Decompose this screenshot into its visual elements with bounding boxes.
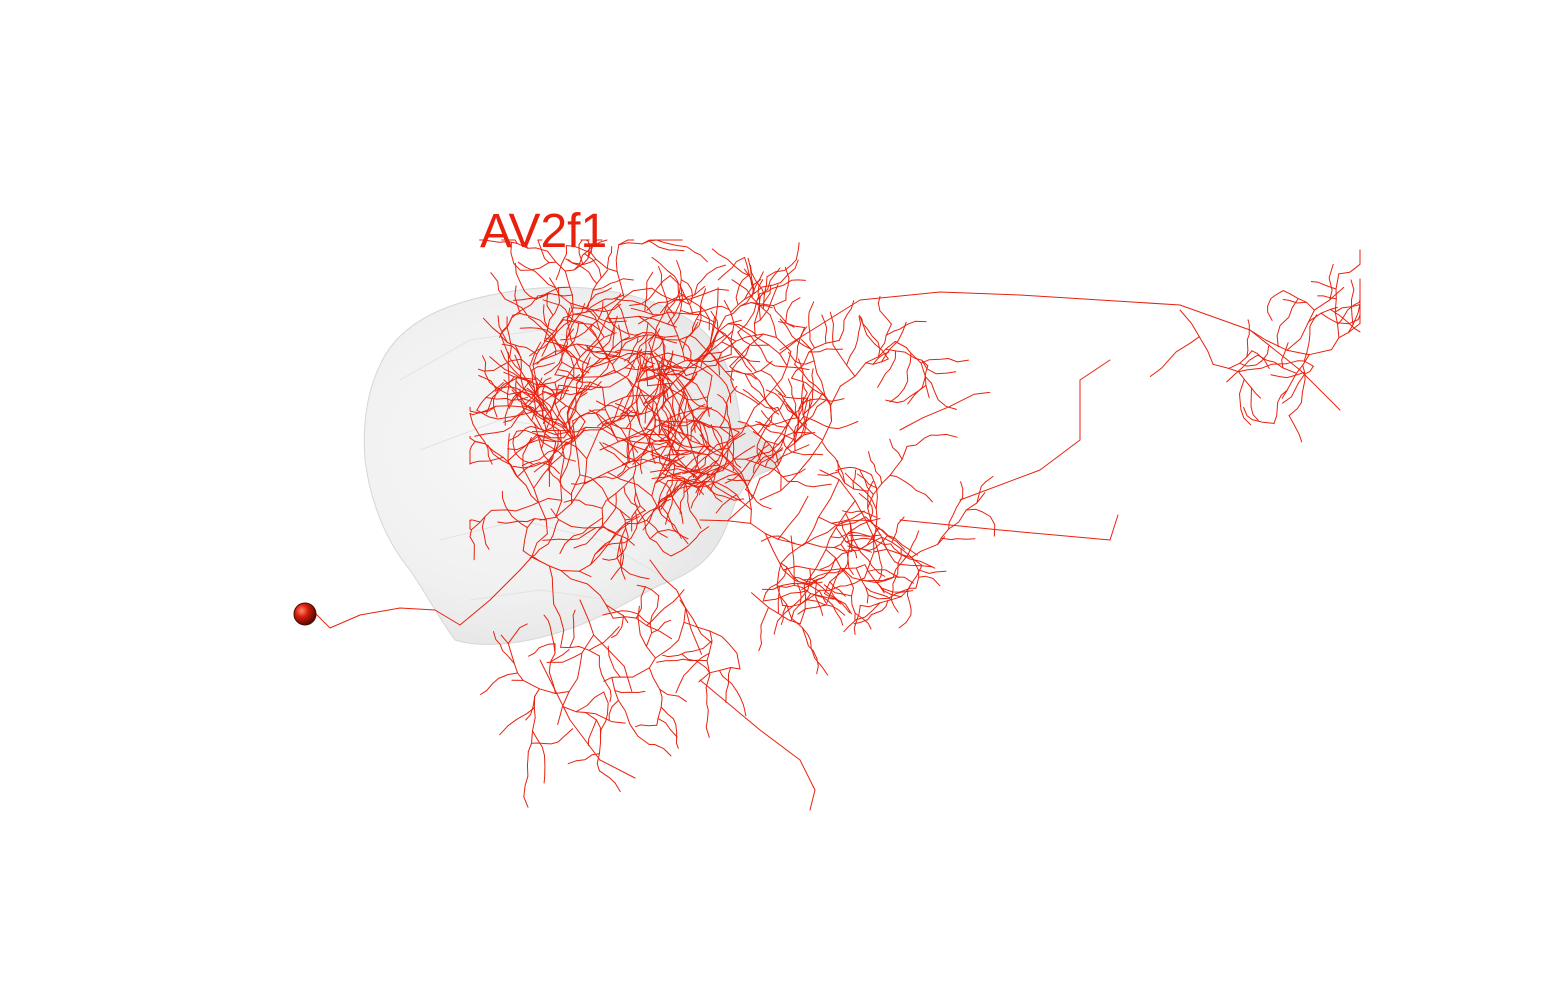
neuron-skeleton [315, 239, 1361, 811]
neuropil-mesh [363, 286, 782, 645]
soma-sphere [293, 602, 317, 626]
neuron-label: AV2f1 [480, 205, 608, 258]
